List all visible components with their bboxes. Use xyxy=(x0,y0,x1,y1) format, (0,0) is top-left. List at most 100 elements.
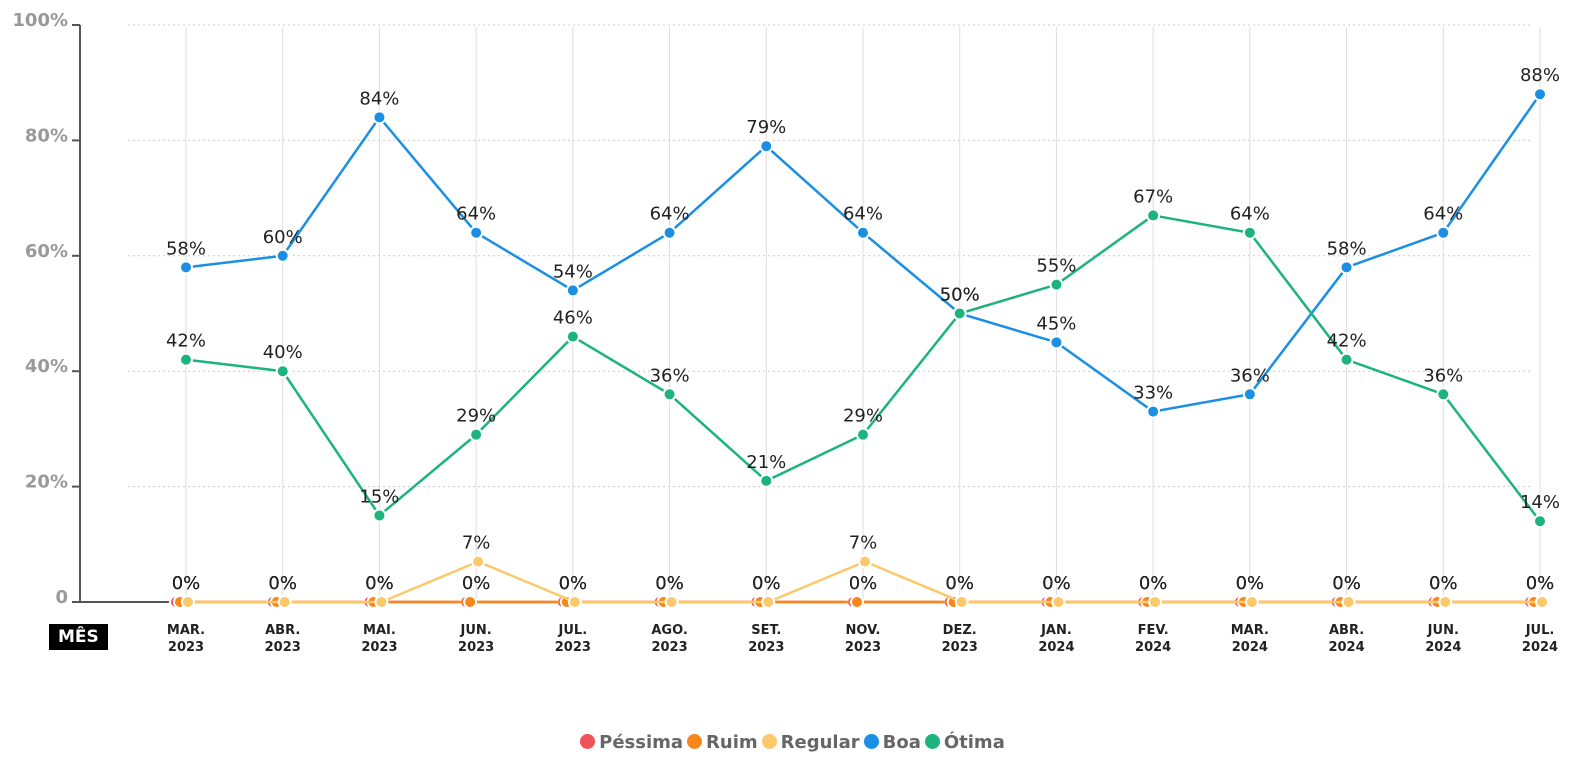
legend-item: Péssima xyxy=(580,732,683,753)
data-label: 0% xyxy=(1526,573,1555,594)
data-label: 0% xyxy=(1429,573,1458,594)
data-label: 64% xyxy=(843,204,883,225)
data-label: 14% xyxy=(1520,492,1560,513)
y-tick-label: 0 xyxy=(55,587,68,608)
point xyxy=(1146,208,1161,223)
x-tick-label: MAR. 2024 xyxy=(1230,623,1269,655)
point xyxy=(1339,352,1354,367)
point xyxy=(277,595,292,609)
data-label: 42% xyxy=(1327,331,1367,352)
y-tick-label: 40% xyxy=(25,356,68,377)
legend-swatch xyxy=(580,734,596,749)
point xyxy=(954,595,969,609)
data-label: 0% xyxy=(1236,573,1265,594)
data-label: 0% xyxy=(752,573,781,594)
data-label: 0% xyxy=(1236,573,1265,594)
legend-swatch xyxy=(761,734,777,749)
data-label: 64% xyxy=(1423,204,1463,225)
data-label: 60% xyxy=(263,227,303,248)
data-label: 29% xyxy=(843,406,883,427)
data-label: 7% xyxy=(462,533,491,554)
data-label: 0% xyxy=(172,573,201,594)
data-label: 0% xyxy=(172,573,201,594)
x-tick-label: JAN. 2024 xyxy=(1038,623,1075,655)
data-label: 0% xyxy=(945,573,974,594)
legend-label: Regular xyxy=(780,732,860,753)
point xyxy=(759,139,774,154)
point xyxy=(565,329,580,344)
data-label: 50% xyxy=(940,285,980,306)
data-label: 0% xyxy=(462,573,491,594)
data-label: 0% xyxy=(1526,573,1555,594)
legend-swatch xyxy=(863,734,879,749)
data-label: 58% xyxy=(166,238,206,259)
x-tick-label: JUN. 2023 xyxy=(458,623,495,655)
legend: Péssima Ruim Regular Boa Ótima xyxy=(0,732,1585,753)
point xyxy=(856,427,870,442)
point xyxy=(1533,514,1547,529)
data-label: 0% xyxy=(1139,573,1168,594)
data-label: 58% xyxy=(1327,238,1367,259)
legend-label: Ótima xyxy=(943,732,1005,753)
x-tick-label: MAR. 2023 xyxy=(166,623,206,655)
x-tick-label: JUN. 2024 xyxy=(1425,623,1462,655)
point xyxy=(761,595,776,609)
point xyxy=(858,554,872,569)
point xyxy=(1049,277,1064,292)
data-label: 40% xyxy=(263,342,303,363)
point xyxy=(1242,387,1257,402)
point xyxy=(1051,595,1066,609)
point xyxy=(179,352,193,367)
data-label: 0% xyxy=(1139,573,1168,594)
x-tick-label: ABR. 2023 xyxy=(264,623,301,655)
point xyxy=(372,508,387,523)
point xyxy=(1049,335,1064,350)
legend-item: Regular xyxy=(761,732,860,753)
x-tick-label: JUL. 2024 xyxy=(1521,623,1559,655)
data-label: 0% xyxy=(559,573,588,594)
point xyxy=(662,387,677,402)
legend-label: Boa xyxy=(882,732,921,753)
data-label: 0% xyxy=(268,573,297,594)
data-label: 0% xyxy=(1332,573,1361,594)
data-label: 50% xyxy=(940,285,980,306)
data-label: 29% xyxy=(456,406,496,427)
data-label: 0% xyxy=(268,573,297,594)
x-tick-label: JUL. 2023 xyxy=(554,623,591,655)
point xyxy=(372,110,387,125)
point xyxy=(850,595,864,609)
data-label: 7% xyxy=(849,533,878,554)
point xyxy=(1535,595,1549,609)
x-tick-label: ABR. 2024 xyxy=(1328,623,1365,655)
point xyxy=(567,595,582,609)
point xyxy=(275,248,290,263)
data-label: 0% xyxy=(268,573,297,594)
data-label: 0% xyxy=(752,573,781,594)
x-axis-label: MÊS xyxy=(49,624,108,650)
point xyxy=(1436,225,1451,240)
x-tick-label: SET. 2023 xyxy=(748,623,785,655)
data-label: 0% xyxy=(365,573,394,594)
point xyxy=(181,595,195,609)
point xyxy=(1533,87,1547,102)
data-label: 0% xyxy=(849,573,878,594)
data-label: 0% xyxy=(945,573,974,594)
data-label: 0% xyxy=(655,573,684,594)
data-label: 0% xyxy=(1042,573,1071,594)
y-tick-label: 60% xyxy=(25,241,68,262)
point xyxy=(179,260,193,275)
point xyxy=(1339,260,1354,275)
point xyxy=(275,364,290,379)
data-label: 79% xyxy=(746,117,786,138)
data-label: 0% xyxy=(655,573,684,594)
data-label: 0% xyxy=(172,573,201,594)
point xyxy=(565,283,580,298)
data-label: 0% xyxy=(1042,573,1071,594)
point xyxy=(662,225,677,240)
data-label: 46% xyxy=(553,308,593,329)
data-label: 36% xyxy=(1423,365,1463,386)
point xyxy=(664,595,679,609)
data-label: 0% xyxy=(752,573,781,594)
data-label: 0% xyxy=(849,573,878,594)
x-tick-label: NOV. 2023 xyxy=(844,623,882,655)
